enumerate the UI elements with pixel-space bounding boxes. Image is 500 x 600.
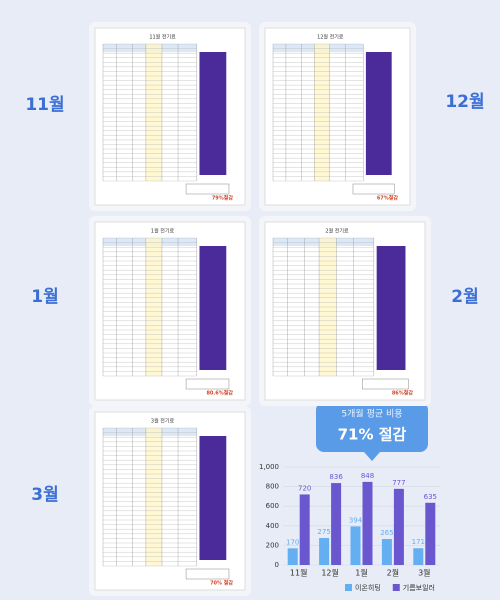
callout-box [316, 402, 428, 452]
document-title: 3월 전기료 [151, 418, 175, 425]
y-tick-label: 800 [266, 483, 279, 491]
bar [413, 548, 424, 565]
document-title: 1월 전기료 [151, 228, 175, 235]
summary-box [185, 568, 230, 580]
value-label: 394 [349, 516, 363, 524]
callout-pointer [364, 452, 380, 461]
document-title: 2월 전기료 [325, 228, 349, 235]
summary-box [185, 378, 230, 390]
month-label: 12월 [445, 92, 484, 112]
value-label: 275 [317, 528, 330, 536]
value-label: 170 [286, 538, 299, 546]
legend-label: 기름보일러 [403, 583, 435, 592]
document-summary: 80.6%절감 [206, 390, 233, 397]
bar [331, 483, 342, 565]
callout-subtitle: 5개월 평균 비용 [341, 408, 402, 420]
y-tick-label: 0 [275, 561, 279, 569]
purple-column [199, 246, 227, 370]
document-title: 11월 전기료 [149, 34, 176, 41]
value-label: 836 [329, 473, 343, 481]
purple-column [199, 436, 227, 560]
x-tick-label: 1월 [355, 568, 367, 578]
document-summary: 70% 절감 [210, 580, 233, 587]
x-tick-label: 2월 [387, 568, 399, 578]
value-label: 171 [412, 538, 425, 546]
purple-column [199, 52, 227, 175]
bar [362, 481, 373, 565]
y-tick-label: 1,000 [259, 463, 279, 471]
value-label: 265 [380, 529, 393, 537]
legend-swatch [345, 584, 352, 591]
x-tick-label: 11월 [290, 568, 308, 578]
bar [393, 488, 404, 565]
summary-box [362, 378, 409, 390]
document-summary: 67%절감 [377, 195, 399, 202]
document-summary: 86%절감 [392, 390, 414, 397]
y-tick-label: 200 [266, 541, 279, 549]
purple-column [365, 52, 392, 175]
legend-swatch [392, 584, 400, 591]
legend-label: 이온히팅 [355, 583, 381, 592]
value-label: 848 [361, 472, 374, 480]
month-label: 3월 [31, 485, 58, 505]
value-label: 635 [424, 493, 437, 501]
month-label: 1월 [31, 287, 58, 307]
bar [381, 539, 392, 565]
document-title: 12월 전기료 [317, 34, 344, 41]
summary-box [185, 183, 230, 195]
y-tick-label: 400 [266, 522, 279, 530]
bar [287, 548, 298, 565]
document-summary: 79%절감 [212, 195, 234, 202]
bar [425, 502, 436, 565]
bar [319, 538, 330, 565]
x-tick-label: 12월 [321, 568, 339, 578]
value-label: 777 [392, 479, 405, 487]
month-label: 11월 [25, 95, 64, 115]
bar [350, 526, 361, 565]
purple-column [376, 246, 406, 370]
month-label: 2월 [451, 287, 478, 307]
summary-box [352, 183, 395, 195]
callout-title: 71% 절감 [338, 426, 407, 444]
value-label: 720 [298, 484, 311, 492]
bar [299, 494, 310, 565]
x-tick-label: 3월 [418, 568, 430, 578]
y-tick-label: 600 [266, 502, 279, 510]
